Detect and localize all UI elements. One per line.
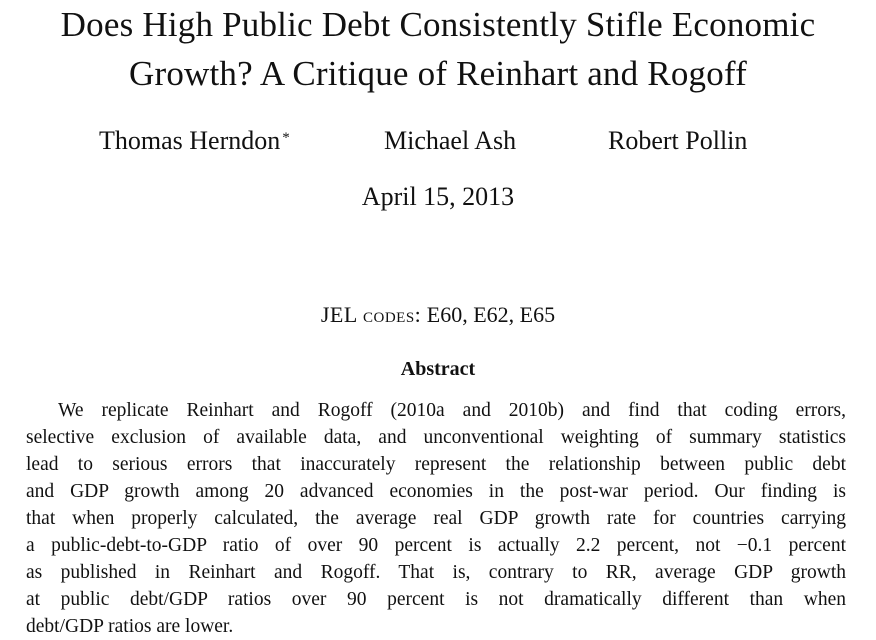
abstract-body: We replicate Reinhart and Rogoff (2010a … [26,397,846,640]
abstract-line: that when properly calculated, the avera… [26,508,846,529]
author-list: Thomas Herndon * Michael Ash Robert Polli… [0,124,876,158]
abstract-heading: Abstract [400,358,476,380]
paper-title: Does High Public Debt Consistently Stifl… [0,0,876,98]
title-line-1: Does High Public Debt Consistently Stifl… [60,5,816,44]
abstract-line: at public debt/GDP ratios over 90 percen… [26,589,846,610]
author-name: Thomas Herndon [99,126,281,155]
abstract-line: selective exclusion of available data, a… [26,427,846,448]
footnote-mark: * [282,130,290,146]
author-michael-ash: Michael Ash [384,124,516,158]
abstract-line: as published in Reinhart and Rogoff. Tha… [26,562,846,583]
abstract-line: We replicate Reinhart and Rogoff (2010a … [58,400,846,421]
title-line-2: Growth? A Critique of Reinhart and Rogof… [128,54,748,93]
abstract-line: debt/GDP ratios are lower. [26,616,234,637]
author-name: Robert Pollin [608,126,748,155]
publication-date: April 15, 2013 [361,182,515,211]
jel-codes: JEL codes: E60, E62, E65 [0,300,876,330]
jel-label: JEL codes: [320,302,422,327]
author-robert-pollin: Robert Pollin [608,124,747,158]
author-thomas-herndon: Thomas Herndon * [99,124,290,158]
abstract-line: a public-debt-to-GDP ratio of over 90 pe… [26,535,846,556]
jel-code-values: E60, E62, E65 [426,302,556,327]
author-name: Michael Ash [384,126,517,155]
abstract-line: and GDP growth among 20 advanced economi… [26,481,846,502]
abstract-line: lead to serious errors that inaccurately… [26,454,846,475]
